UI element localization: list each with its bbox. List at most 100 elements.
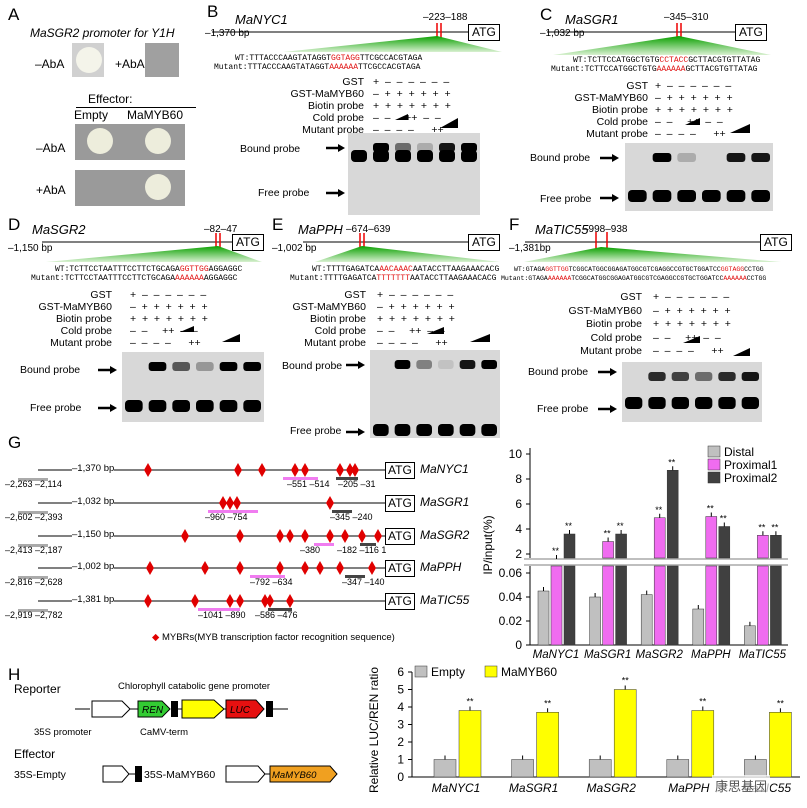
x-tick-label: MaSGR1 bbox=[584, 649, 631, 661]
panel-c-gel bbox=[625, 143, 773, 211]
mybr-diamond-icon bbox=[351, 463, 359, 477]
probe-region-wedge-f bbox=[524, 247, 781, 262]
arrow-head-icon bbox=[110, 366, 117, 374]
legend-swatch bbox=[707, 445, 721, 458]
mybr-diamond-icon bbox=[144, 463, 152, 477]
bound-band bbox=[373, 143, 389, 152]
panel-d-free-label: Free probe bbox=[30, 402, 82, 414]
x-tick-label: MaSGR2 bbox=[587, 781, 637, 795]
y-tick-label: 1 bbox=[397, 753, 404, 767]
free-band bbox=[741, 397, 759, 409]
bar-distal bbox=[692, 608, 705, 646]
significance-label: ** bbox=[655, 505, 663, 515]
free-band bbox=[652, 190, 672, 202]
arrow-head-icon bbox=[612, 154, 619, 162]
bar-proximal1-lower bbox=[757, 565, 769, 646]
significance-label: ** bbox=[565, 521, 573, 531]
gel-bands-layer bbox=[98, 143, 770, 436]
ren-arrow bbox=[137, 700, 171, 718]
y-tick-label: 8 bbox=[515, 472, 522, 486]
panel-b-mutant-seq: Mutant:TTTACCCAAGTATAGGTAAAAAATTCGCCACGT… bbox=[214, 63, 421, 72]
distal-coordinate-label: –2,602 –2,393 bbox=[5, 512, 63, 522]
panel-d-row-values: + – – – – – – – + + + + + + + + + + + + + –… bbox=[130, 289, 208, 349]
significance-label: ** bbox=[777, 698, 785, 708]
arrow-head-icon bbox=[110, 404, 117, 412]
promoter-length-label: –1,002 bp bbox=[72, 561, 115, 572]
bar-proximal1-lower bbox=[602, 565, 614, 646]
free-band bbox=[416, 424, 432, 436]
free-band bbox=[726, 190, 746, 202]
bar-proximal1-lower bbox=[550, 565, 563, 646]
atg-box: ATG bbox=[385, 593, 415, 610]
y-axis-label: IP/input(%) bbox=[481, 515, 495, 574]
bar-proximal1 bbox=[602, 541, 614, 559]
reporter-constructs: REN LUC MaMYB60 bbox=[75, 699, 338, 783]
mybr-diamond-icon bbox=[233, 496, 241, 510]
free-band bbox=[718, 397, 736, 409]
significance-label: ** bbox=[707, 504, 715, 514]
x-tick-label: MaSGR1 bbox=[509, 781, 558, 795]
bar-empty bbox=[666, 759, 690, 778]
panel-d-gene: MaSGR2 bbox=[32, 222, 86, 237]
distal-coordinate-label: –2,919 –2,782 bbox=[5, 610, 63, 620]
arrow-head-icon bbox=[358, 361, 365, 369]
mybr-diamond-icon bbox=[201, 561, 209, 575]
mybr-diamond-icon bbox=[301, 561, 309, 575]
col-mamyb60: MaMYB60 bbox=[127, 108, 184, 122]
mybr-diamond-icon bbox=[368, 561, 376, 575]
bound-band bbox=[461, 143, 477, 152]
mybr-diamond-icon bbox=[336, 463, 344, 477]
mybr-diamond-icon bbox=[276, 529, 284, 543]
significance-label: ** bbox=[552, 546, 560, 556]
panel-d-wt-seq: WT:TCTTCCTAATTTCCTTCTGCAGAGGTTGGAGGAGGC bbox=[55, 265, 243, 274]
mybr-diamond-icon bbox=[266, 594, 274, 608]
panel-f-gel bbox=[622, 362, 762, 422]
y-tick-label: 6 bbox=[397, 665, 404, 679]
arrow-head-icon bbox=[610, 368, 617, 376]
mybr-diamond-icon bbox=[181, 529, 189, 543]
significance-label: ** bbox=[622, 676, 630, 686]
bar-distal bbox=[640, 594, 653, 646]
bound-band bbox=[648, 372, 666, 381]
bar-proximal1-lower bbox=[705, 565, 718, 646]
panel-d-pos: –82–47 bbox=[204, 224, 238, 235]
panel-c-bound-label: Bound probe bbox=[530, 152, 591, 164]
panel-f-atg: ATG bbox=[760, 234, 792, 251]
panel-a-plus-aba: +AbA bbox=[115, 57, 145, 71]
panel-e-free-label: Free probe bbox=[290, 425, 342, 437]
p35s-arrow bbox=[91, 700, 131, 718]
panel-d-bound-label: Bound probe bbox=[20, 364, 81, 376]
bound-band bbox=[394, 360, 411, 369]
panel-b-row-values: + – – – – – – – + + + + + + + + + + + + + –… bbox=[373, 76, 451, 136]
effector-title: Effector: bbox=[88, 92, 133, 106]
mybr-diamond-icon bbox=[341, 529, 349, 543]
arrow-head-icon bbox=[338, 144, 345, 152]
panel-b-gel bbox=[348, 133, 480, 215]
proximal2-region bbox=[268, 608, 292, 611]
bound-band bbox=[417, 143, 433, 152]
free-band bbox=[417, 150, 433, 162]
mybr-legend: ◆ MYBRs(MYB transcription factor recogni… bbox=[152, 632, 395, 643]
panel-c-free-label: Free probe bbox=[540, 193, 592, 205]
promoter-length-label: –1,032 bp bbox=[72, 496, 115, 507]
proximal2-coordinate-label: –205 –31 bbox=[338, 479, 376, 489]
panel-d-bp: –1,150 bp bbox=[8, 243, 53, 254]
proximal1-coordinate-label: –551 –514 bbox=[287, 479, 330, 489]
free-band bbox=[481, 424, 497, 436]
mybr-diamond-icon bbox=[146, 561, 154, 575]
y1h-spot-minus-aba bbox=[72, 43, 104, 77]
gene-name-label: MaSGR1 bbox=[420, 495, 470, 509]
bar-proximal2 bbox=[615, 533, 627, 559]
bound-band bbox=[439, 143, 455, 152]
y-tick-label: 2 bbox=[397, 735, 404, 749]
bar-proximal2-lower bbox=[563, 565, 576, 646]
bound-band bbox=[671, 372, 689, 381]
arrow-head-icon bbox=[338, 189, 345, 197]
mybr-diamond-icon bbox=[358, 529, 366, 543]
bound-band bbox=[172, 362, 190, 371]
empty-construct-label: 35S-Empty bbox=[14, 769, 66, 781]
bound-band bbox=[741, 372, 759, 381]
bar-proximal2-lower bbox=[718, 565, 731, 646]
bar-proximal2 bbox=[563, 533, 576, 559]
y-tick-label: 0.06 bbox=[499, 566, 523, 580]
